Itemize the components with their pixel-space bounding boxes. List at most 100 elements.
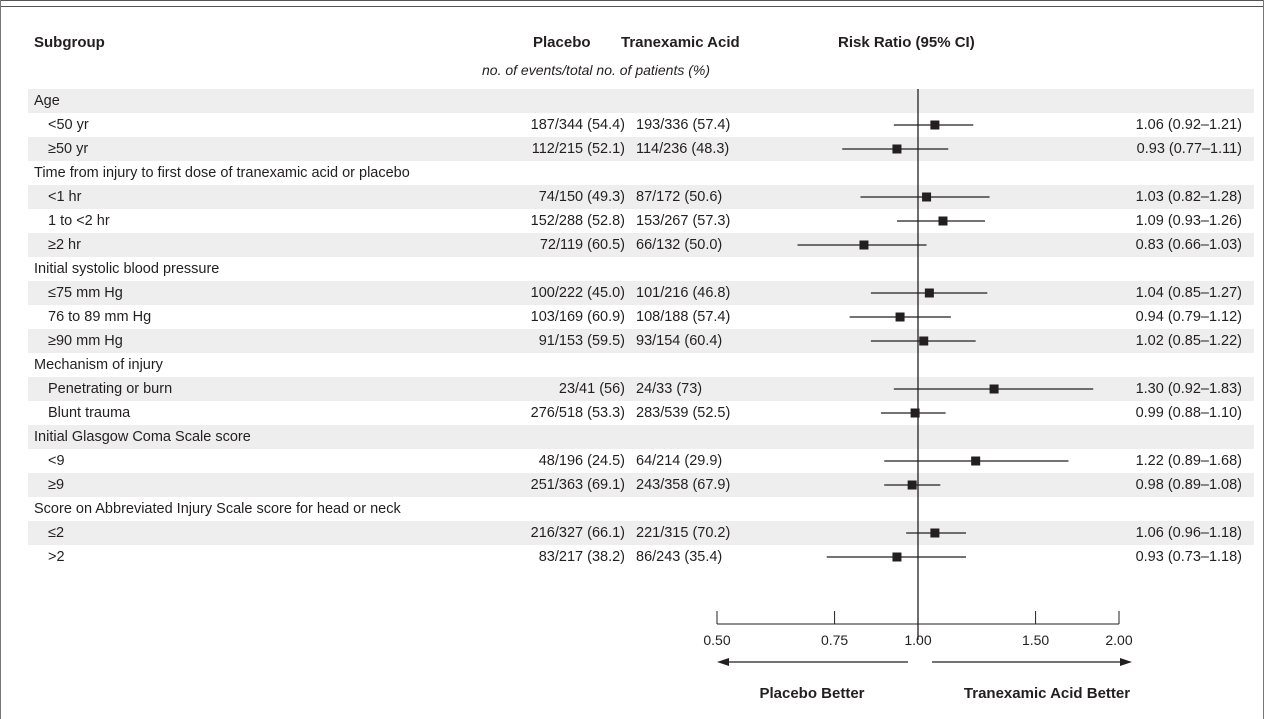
subgroup-label: <50 yr	[48, 117, 89, 133]
placebo-events: 48/196 (24.5)	[538, 453, 625, 469]
tranexamic-events: 86/243 (35.4)	[636, 549, 723, 565]
table-row: Blunt trauma 276/518 (53.3) 283/539 (52.5)…	[28, 401, 1254, 425]
subgroup-label: <1 hr	[48, 189, 82, 205]
subgroup-label: ≤2	[48, 525, 65, 541]
risk-ratio-ci: 0.83 (0.66–1.03)	[1135, 237, 1242, 253]
x-tick-label: 2.00	[1105, 632, 1133, 648]
group-label: Initial systolic blood pressure	[34, 261, 220, 277]
risk-ratio-ci: 0.93 (0.77–1.11)	[1136, 141, 1242, 157]
table-row: ≥90 mm Hg 91/153 (59.5) 93/154 (60.4) 1.02 …	[28, 329, 1254, 353]
table-row: ≥50 yr 112/215 (52.1) 114/236 (48.3) 0.93 (…	[28, 137, 1254, 161]
risk-ratio-ci: 1.06 (0.92–1.21)	[1135, 117, 1242, 133]
tranexamic-events: 153/267 (57.3)	[636, 213, 731, 229]
group-row: Initial systolic blood pressure	[28, 257, 1254, 281]
group-row: Age	[28, 89, 1254, 113]
group-label: Score on Abbreviated Injury Scale score …	[34, 501, 401, 517]
risk-ratio-marker	[859, 240, 869, 250]
placebo-events: 112/215 (52.1)	[531, 141, 625, 157]
tranexamic-events: 87/172 (50.6)	[636, 189, 723, 205]
subgroup-label: ≥2 hr	[48, 237, 81, 253]
risk-ratio-ci: 0.93 (0.73–1.18)	[1135, 549, 1242, 565]
group-label: Age	[34, 93, 60, 109]
x-tick-label: 1.50	[1021, 632, 1050, 648]
table-row: <50 yr 187/344 (54.4) 193/336 (57.4) 1.06 (…	[28, 113, 1254, 137]
risk-ratio-marker	[907, 480, 917, 490]
subgroup-label: Penetrating or burn	[48, 381, 173, 397]
subgroup-label: ≥9	[48, 477, 65, 493]
subgroup-label: >2	[48, 549, 65, 565]
risk-ratio-marker	[989, 384, 999, 394]
table-row: ≥9 251/363 (69.1) 243/358 (67.9) 0.98 (0.89…	[28, 473, 1254, 497]
header-risk-ratio: Risk Ratio (95% CI)	[838, 34, 975, 51]
events-note: no. of events/total no. of patients (%)	[482, 62, 711, 78]
placebo-events: 91/153 (59.5)	[538, 333, 625, 349]
subgroup-label: Blunt trauma	[48, 405, 131, 421]
x-tick-label: 1.00	[904, 632, 932, 648]
placebo-events: 74/150 (49.3)	[538, 189, 625, 205]
table-row: 76 to 89 mm Hg 103/169 (60.9) 108/188 (57.…	[28, 305, 1254, 329]
risk-ratio-ci: 1.06 (0.96–1.18)	[1135, 525, 1242, 541]
left-border	[0, 0, 1, 719]
tranexamic-events: 24/33 (73)	[636, 381, 703, 397]
risk-ratio-ci: 1.04 (0.85–1.27)	[1135, 285, 1242, 301]
group-row: Score on Abbreviated Injury Scale score …	[28, 497, 1254, 521]
table-row: >2 83/217 (38.2) 86/243 (35.4) 0.93 (0.73–1…	[28, 545, 1254, 569]
table-row: ≤75 mm Hg 100/222 (45.0) 101/216 (46.8) 1.0…	[28, 281, 1254, 305]
tranexamic-events: 93/154 (60.4)	[636, 333, 723, 349]
header-tranexamic: Tranexamic Acid	[621, 34, 740, 51]
tranexamic-events: 64/214 (29.9)	[636, 453, 723, 469]
tranexamic-events: 114/236 (48.3)	[636, 141, 730, 157]
risk-ratio-ci: 0.94 (0.79–1.12)	[1135, 309, 1242, 325]
x-tick-label: 0.50	[703, 632, 731, 648]
risk-ratio-ci: 0.99 (0.88–1.10)	[1135, 405, 1242, 421]
tranexamic-events: 243/358 (67.9)	[636, 477, 731, 493]
header-subgroup: Subgroup	[34, 34, 105, 51]
subgroup-label: ≥90 mm Hg	[48, 333, 123, 349]
placebo-events: 83/217 (38.2)	[538, 549, 625, 565]
risk-ratio-ci: 1.30 (0.92–1.83)	[1135, 381, 1242, 397]
risk-ratio-marker	[938, 216, 948, 226]
placebo-events: 187/344 (54.4)	[530, 117, 625, 133]
risk-ratio-ci: 1.09 (0.93–1.26)	[1135, 213, 1242, 229]
tranexamic-events: 101/216 (46.8)	[636, 285, 731, 301]
group-label: Initial Glasgow Coma Scale score	[34, 429, 251, 445]
risk-ratio-marker	[892, 552, 902, 562]
tranexamic-better-arrowhead	[1120, 658, 1132, 666]
placebo-events: 100/222 (45.0)	[530, 285, 625, 301]
tranexamic-events: 193/336 (57.4)	[636, 117, 731, 133]
risk-ratio-marker	[919, 336, 929, 346]
table-row: ≥2 hr 72/119 (60.5) 66/132 (50.0) 0.83 (0.6…	[28, 233, 1254, 257]
placebo-events: 251/363 (69.1)	[530, 477, 625, 493]
risk-ratio-marker	[910, 408, 920, 418]
risk-ratio-marker	[892, 144, 902, 154]
placebo-events: 103/169 (60.9)	[530, 309, 625, 325]
risk-ratio-ci: 1.22 (0.89–1.68)	[1135, 453, 1242, 469]
placebo-events: 23/41 (56)	[558, 381, 625, 397]
risk-ratio-ci: 0.98 (0.89–1.08)	[1135, 477, 1242, 493]
top-rule	[0, 0, 1264, 7]
risk-ratio-ci: 1.03 (0.82–1.28)	[1135, 189, 1242, 205]
tranexamic-events: 283/539 (52.5)	[636, 405, 731, 421]
subgroup-label: <9	[48, 453, 65, 469]
placebo-events: 152/288 (52.8)	[530, 213, 625, 229]
table-row: <9 48/196 (24.5) 64/214 (29.9) 1.22 (0.89–1…	[28, 449, 1254, 473]
risk-ratio-marker	[895, 312, 905, 322]
placebo-better-label: Placebo Better	[759, 685, 865, 702]
x-tick-label: 0.75	[820, 632, 849, 648]
risk-ratio-marker	[922, 192, 932, 202]
tranexamic-better-label: Tranexamic Acid Better	[963, 685, 1131, 702]
group-label: Mechanism of injury	[34, 357, 163, 373]
placebo-better-arrowhead	[717, 658, 729, 666]
group-row: Mechanism of injury	[28, 353, 1254, 377]
table-row: ≤2 216/327 (66.1) 221/315 (70.2) 1.06 (0.96…	[28, 521, 1254, 545]
tranexamic-events: 221/315 (70.2)	[636, 525, 731, 541]
group-label: Time from injury to first dose of tranex…	[34, 165, 410, 181]
table-row: <1 hr 74/150 (49.3) 87/172 (50.6) 1.03 (0.8…	[28, 185, 1254, 209]
group-row: Time from injury to first dose of tranex…	[28, 161, 1254, 185]
risk-ratio-ci: 1.02 (0.85–1.22)	[1135, 333, 1242, 349]
risk-ratio-marker	[924, 288, 934, 298]
subgroup-label: 76 to 89 mm Hg	[48, 309, 152, 325]
group-row: Initial Glasgow Coma Scale score	[28, 425, 1254, 449]
